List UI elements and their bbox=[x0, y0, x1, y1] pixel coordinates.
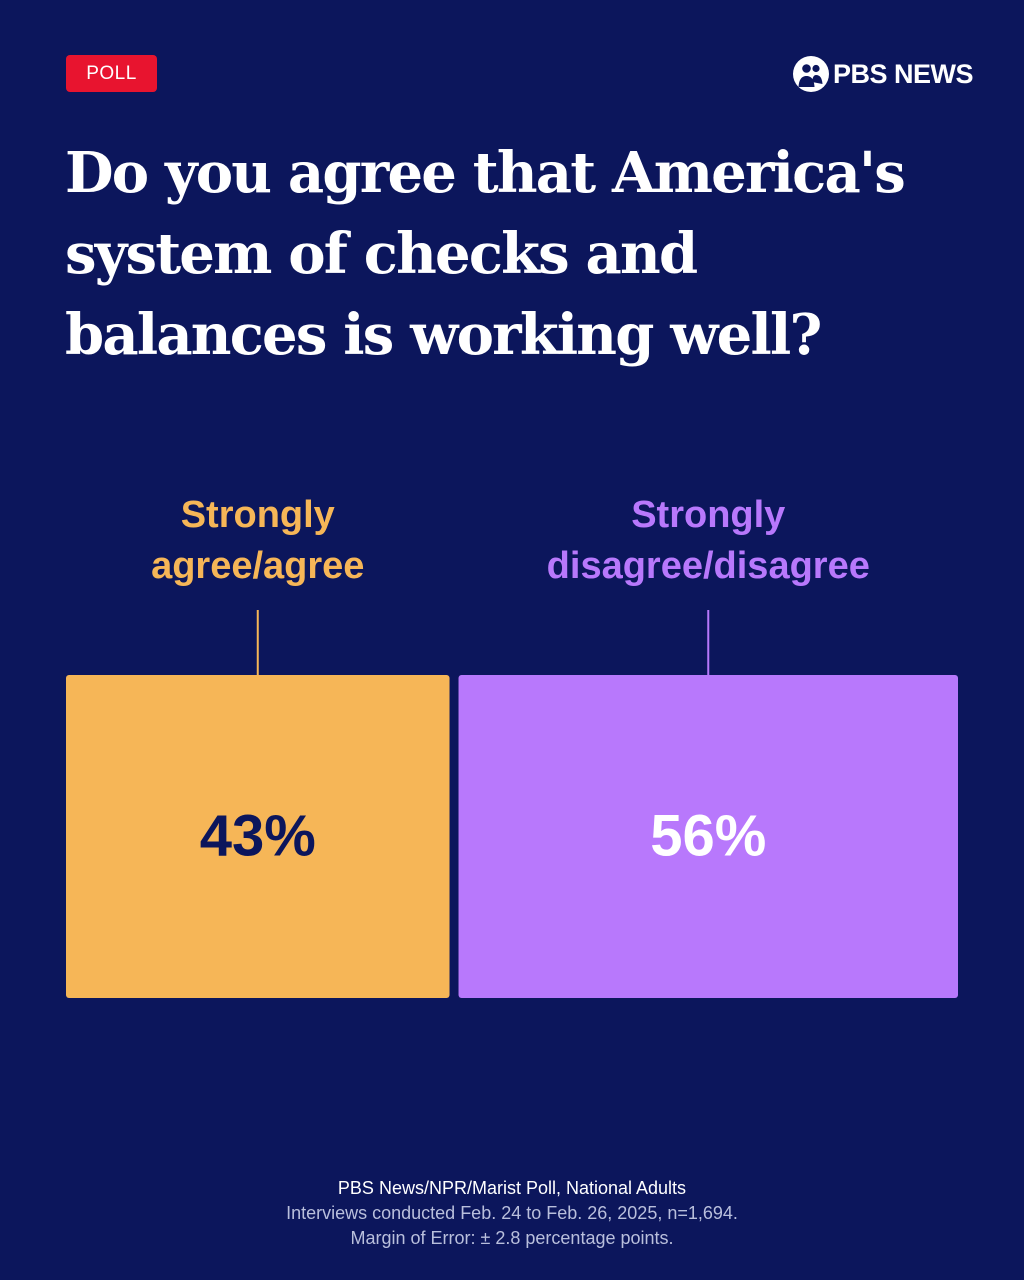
chart-title: Do you agree that America's system of ch… bbox=[65, 140, 906, 368]
poll-badge: POLL bbox=[66, 55, 157, 92]
margin-of-error-note: Margin of Error: ± 2.8 percentage points… bbox=[350, 1228, 674, 1248]
bar-agree bbox=[66, 675, 450, 998]
poll-chart: Strongly agree/agree 43% Strongly disagree/d… bbox=[66, 494, 958, 998]
value-label-disagree: 56% bbox=[650, 804, 766, 869]
source-note: PBS News/NPR/Marist Poll, National Adult… bbox=[337, 1178, 687, 1198]
category-label-agree: Strongly agree/agree bbox=[151, 494, 364, 587]
brand-name: PBS NEWS bbox=[833, 59, 974, 89]
chart-footer: PBS News/NPR/Marist Poll, National Adult… bbox=[0, 1176, 1024, 1251]
pbs-news-logo: PBS NEWS bbox=[793, 56, 974, 92]
bar-disagree bbox=[458, 675, 958, 998]
interview-dates-note: Interviews conducted Feb. 24 to Feb. 26,… bbox=[286, 1203, 738, 1223]
value-label-agree: 43% bbox=[200, 804, 316, 869]
category-label-disagree: Strongly disagree/disagree bbox=[547, 494, 870, 587]
pbs-heads-logo-icon bbox=[793, 56, 829, 92]
